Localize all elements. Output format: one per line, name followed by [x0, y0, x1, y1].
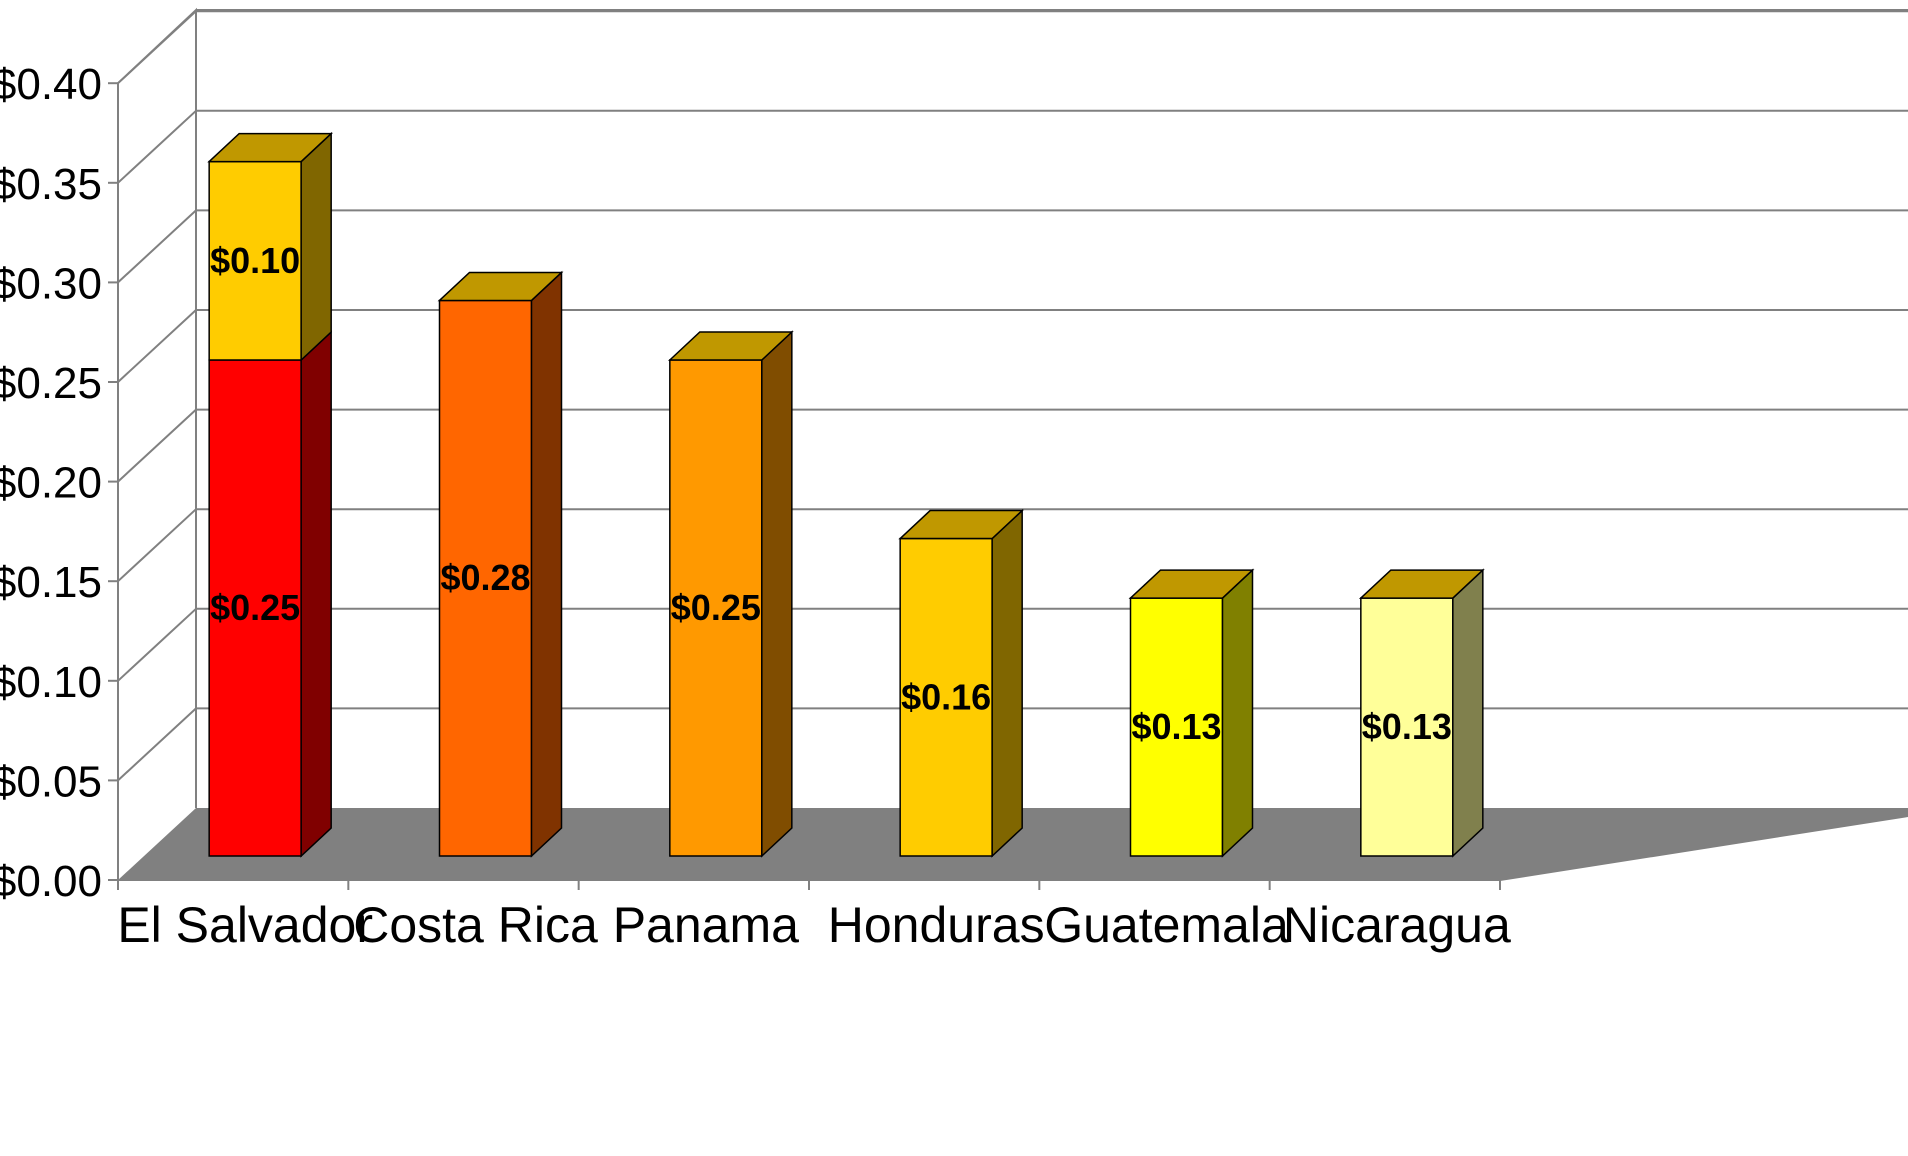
y-tick-label: $0.15: [0, 558, 102, 607]
tick-labels: $0.00 $0.05 $0.10 $0.15 $0.20 $0.25 $0.30 $0.35…: [0, 60, 1511, 953]
data-label: $0.28: [440, 557, 530, 598]
bar-top: [207, 132, 334, 163]
y-tick-label: $0.05: [0, 757, 102, 806]
gridline-diagonal: [117, 10, 197, 84]
gridline-diagonal: [117, 408, 197, 483]
y-tick-label: $0.10: [0, 658, 102, 707]
bar-front: [669, 359, 763, 857]
gridline-diagonal: [117, 707, 197, 782]
bar-front: [438, 299, 533, 857]
category-label: Nicaragua: [1283, 897, 1511, 953]
gridline-diagonal: [117, 608, 197, 682]
y-tick-label: $0.40: [0, 60, 102, 109]
bar-side: [300, 330, 332, 858]
y-tick-label: $0.00: [0, 857, 102, 906]
category-label: Costa Rica: [353, 897, 598, 953]
y-tick-label: $0.25: [0, 359, 102, 408]
bar-top: [1128, 569, 1255, 599]
gridline-diagonal: [117, 110, 197, 184]
category-label: Panama: [613, 897, 799, 953]
y-tick-label: $0.30: [0, 259, 102, 308]
bar-top: [437, 271, 564, 302]
bar-front: [1360, 597, 1454, 857]
bar-top: [898, 509, 1025, 540]
axes: [108, 82, 1908, 890]
bar-side: [300, 131, 332, 362]
bars: [207, 131, 1485, 858]
category-label: Guatemala: [1044, 897, 1289, 953]
floor-right-edge: [1499, 815, 1908, 881]
gridline-diagonal: [117, 309, 197, 383]
data-label: $0.25: [671, 587, 761, 628]
bar-side: [991, 508, 1023, 858]
category-label: El Salvador: [117, 897, 373, 953]
bar-top: [667, 331, 794, 361]
data-label: $0.13: [1362, 706, 1452, 747]
y-tick-label: $0.20: [0, 459, 102, 508]
data-label: $0.10: [210, 240, 300, 281]
gridline-diagonal: [117, 209, 197, 284]
bar-side: [761, 330, 793, 858]
data-label: $0.13: [1131, 706, 1221, 747]
bar-side: [530, 270, 563, 858]
data-label: $0.25: [210, 587, 300, 628]
bar-front: [208, 359, 302, 857]
bar-side: [1452, 568, 1484, 858]
data-labels: $0.25 $0.10 $0.28 $0.25 $0.16 $0.13 $0.13: [210, 240, 1452, 747]
bar-side: [1221, 568, 1254, 858]
data-label: $0.16: [901, 676, 991, 717]
bar-top: [1358, 569, 1485, 599]
y-tick-label: $0.35: [0, 160, 102, 209]
bar-front: [899, 537, 993, 857]
category-label: Honduras: [828, 897, 1045, 953]
gridline-diagonal: [117, 508, 197, 582]
